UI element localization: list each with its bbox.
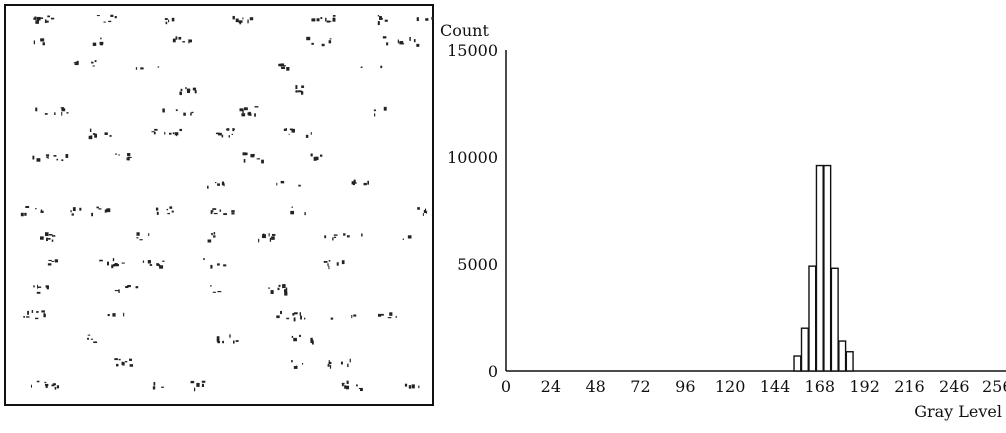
x-tick-label: 72: [630, 377, 650, 396]
y-tick-label: 15000: [447, 41, 498, 60]
histogram-bar: [830, 267, 839, 372]
y-tick-label: 5000: [457, 255, 498, 274]
y-tick-labels: 0 5000 10000 15000: [447, 41, 498, 381]
x-axis-label: Gray Level: [914, 402, 1002, 421]
x-tick-label: 144: [760, 377, 791, 396]
x-tick-label: 192: [849, 377, 880, 396]
y-axis-label: Count: [440, 21, 489, 40]
histogram-bar: [800, 327, 809, 372]
x-tick-label: 120: [715, 377, 746, 396]
y-tick-label: 10000: [447, 148, 498, 167]
histogram-bars: [793, 164, 854, 372]
x-tick-label: 246: [939, 377, 970, 396]
image-border: [4, 4, 434, 406]
histogram-bar: [838, 340, 847, 372]
x-tick-label: 48: [585, 377, 605, 396]
x-tick-label: 0: [501, 377, 511, 396]
x-tick-label: 96: [675, 377, 695, 396]
x-tick-label: 256: [982, 377, 1006, 396]
histogram-chart: Count 0 5000 10000 15000 0 24 48 72 96 120 144 168…: [440, 21, 1006, 421]
x-tick-label: 24: [541, 377, 561, 396]
y-tick-label: 0: [488, 362, 498, 381]
x-tick-label: 168: [805, 377, 836, 396]
histogram-panel: Count 0 5000 10000 15000 0 24 48 72 96 120 144 168…: [436, 0, 1006, 429]
histogram-bar: [815, 164, 824, 372]
histogram-bar: [823, 164, 832, 372]
x-tick-labels: 0 24 48 72 96 120 144 168 192 216 246 256: [501, 377, 1006, 396]
histogram-bar: [845, 351, 854, 372]
x-tick-label: 216: [894, 377, 925, 396]
histogram-bar: [793, 355, 802, 372]
histogram-bar: [808, 265, 817, 372]
noisy-text-image: [4, 4, 456, 406]
scanned-document-image: [4, 4, 456, 406]
